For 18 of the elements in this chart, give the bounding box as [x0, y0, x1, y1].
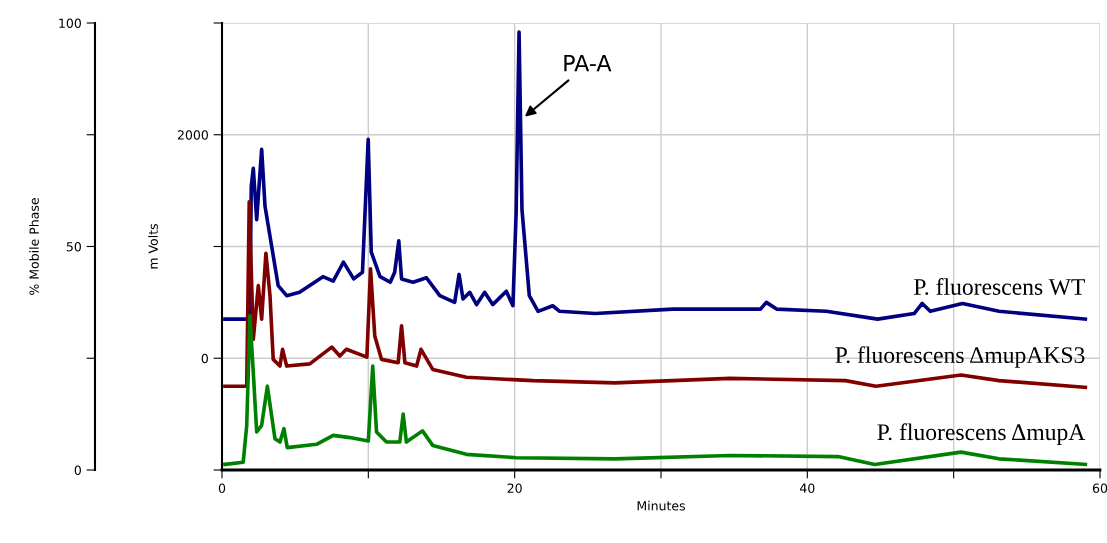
line-series	[223, 199, 1088, 390]
y-axis-title: m Volts	[148, 223, 158, 269]
line-series	[223, 313, 1088, 467]
y2-tick-label: 50	[66, 241, 81, 252]
x-tick-label: 0	[218, 483, 226, 493]
x-tick-label: 40	[799, 483, 815, 493]
series-label: P. fluorescens WT	[914, 278, 1085, 296]
y2-axis-title: % Mobile Phase	[29, 198, 39, 295]
x-tick-label: 60	[1092, 483, 1107, 493]
x-axis-title: Minutes	[637, 500, 685, 511]
y2-tick-label: 100	[59, 18, 81, 28]
series-label: P. fluorescens ΔmupA	[877, 423, 1086, 445]
line-series	[223, 30, 1088, 321]
y2-tick-label: 0	[74, 465, 81, 475]
series-label: P. fluorescens ΔmupAKS3	[835, 346, 1085, 368]
annotation: PA-A	[564, 54, 612, 72]
y-tick-label: 2000	[177, 130, 208, 140]
x-tick-label: 20	[507, 483, 522, 493]
